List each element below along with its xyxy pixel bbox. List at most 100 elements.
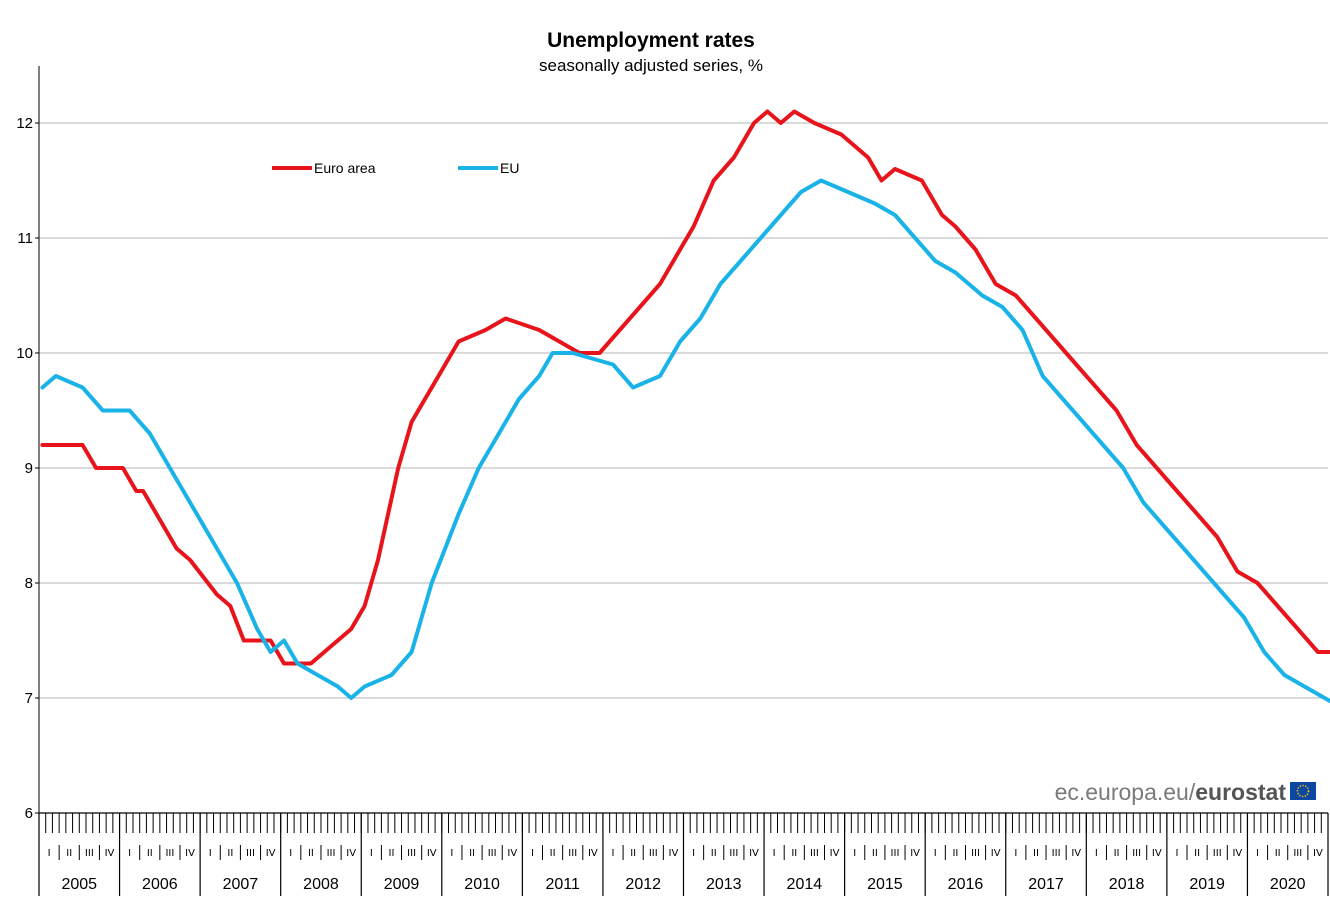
quarter-label: II	[952, 848, 958, 859]
year-label: 2017	[1028, 876, 1064, 893]
quarter-label: I	[934, 848, 937, 859]
year-label: 2013	[706, 876, 742, 893]
year-label: 2006	[142, 876, 178, 893]
quarter-label: III	[1293, 848, 1302, 859]
legend-label-eu: EU	[500, 160, 519, 176]
brand-name-text: eurostat	[1195, 779, 1286, 805]
grid-lines	[39, 122, 1328, 699]
brand-text: ec.europa.eu/eurostat	[1055, 779, 1287, 805]
quarter-label: II	[1114, 848, 1120, 859]
quarter-label: IV	[830, 848, 840, 859]
quarter-label: II	[1033, 848, 1039, 859]
quarter-label: II	[227, 848, 233, 859]
quarter-label: III	[165, 848, 174, 859]
quarter-label: I	[48, 848, 51, 859]
y-tick-label: 8	[25, 575, 33, 592]
y-tick-label: 6	[25, 805, 33, 822]
legend-label-euro-area: Euro area	[314, 160, 376, 176]
quarter-label: I	[853, 848, 856, 859]
series-line-euro-area	[40, 109, 1330, 666]
quarter-label: II	[1275, 848, 1281, 859]
y-tick-label: 12	[16, 115, 33, 132]
quarter-label: III	[488, 848, 497, 859]
quarter-label: I	[1095, 848, 1098, 859]
quarter-label: IV	[266, 848, 276, 859]
quarter-label: II	[308, 848, 314, 859]
eu-flag-icon	[1290, 782, 1316, 800]
quarter-label: II	[711, 848, 717, 859]
quarter-label: I	[128, 848, 131, 859]
quarter-label: I	[289, 848, 292, 859]
quarter-label: I	[1014, 848, 1017, 859]
year-label: 2020	[1270, 876, 1306, 893]
quarter-label: II	[550, 848, 556, 859]
quarter-label: I	[209, 848, 212, 859]
y-axis: 6 7 8 9 10 11 12	[16, 66, 40, 822]
quarter-label: II	[389, 848, 395, 859]
quarter-label: IV	[1152, 848, 1162, 859]
chart-title: Unemployment rates	[547, 29, 755, 52]
eurostat-branding: ec.europa.eu/eurostat	[1055, 779, 1316, 805]
quarter-label: II	[147, 848, 153, 859]
quarter-label: I	[612, 848, 615, 859]
quarter-label: III	[729, 848, 738, 859]
quarter-label: I	[370, 848, 373, 859]
eu-stars-icon	[1296, 784, 1310, 798]
y-tick-label: 10	[16, 345, 33, 362]
quarter-label: III	[810, 848, 819, 859]
quarter-label: IV	[1232, 848, 1242, 859]
quarter-label: I	[773, 848, 776, 859]
quarter-label: I	[692, 848, 695, 859]
quarter-label: III	[1132, 848, 1141, 859]
quarter-label: III	[891, 848, 900, 859]
year-label: 2018	[1109, 876, 1145, 893]
year-label: 2015	[867, 876, 903, 893]
series-line-eu	[40, 178, 1330, 704]
quarter-label: III	[1052, 848, 1061, 859]
quarter-label: IV	[910, 848, 920, 859]
y-tick-label: 11	[17, 230, 33, 247]
quarter-label: III	[327, 848, 336, 859]
chart-subtitle: seasonally adjusted series, %	[539, 56, 763, 75]
year-label: 2011	[545, 876, 580, 893]
quarter-label: IV	[346, 848, 356, 859]
brand-site-text: ec.europa.eu/	[1055, 779, 1196, 805]
quarter-label: IV	[105, 848, 115, 859]
year-label: 2007	[223, 876, 259, 893]
year-label: 2005	[61, 876, 97, 893]
quarter-label: IV	[507, 848, 517, 859]
quarter-label: II	[469, 848, 475, 859]
legend: Euro area EU	[272, 160, 519, 176]
quarter-label: I	[531, 848, 534, 859]
series-lines	[40, 109, 1330, 704]
quarter-label: II	[1194, 848, 1200, 859]
quarter-label: III	[246, 848, 255, 859]
year-label: 2014	[787, 876, 823, 893]
quarter-label: II	[630, 848, 636, 859]
year-label: 2016	[948, 876, 984, 893]
quarter-label: II	[872, 848, 878, 859]
year-label: 2019	[1189, 876, 1225, 893]
quarter-label: III	[971, 848, 980, 859]
year-label: 2009	[384, 876, 420, 893]
quarter-label: IV	[991, 848, 1001, 859]
y-tick-label: 7	[25, 690, 33, 707]
quarter-label: IV	[185, 848, 195, 859]
year-label: 2008	[303, 876, 339, 893]
quarter-label: III	[85, 848, 94, 859]
quarter-label: II	[791, 848, 797, 859]
year-label: 2010	[464, 876, 500, 893]
quarter-label: IV	[749, 848, 759, 859]
y-tick-label: 9	[25, 460, 33, 477]
quarter-label: IV	[588, 848, 598, 859]
quarter-label: II	[66, 848, 72, 859]
quarter-label: III	[568, 848, 577, 859]
quarter-label: III	[1213, 848, 1222, 859]
year-label: 2012	[625, 876, 661, 893]
quarter-label: I	[450, 848, 453, 859]
quarter-label: III	[407, 848, 416, 859]
quarter-label: I	[1256, 848, 1259, 859]
quarter-label: IV	[669, 848, 679, 859]
